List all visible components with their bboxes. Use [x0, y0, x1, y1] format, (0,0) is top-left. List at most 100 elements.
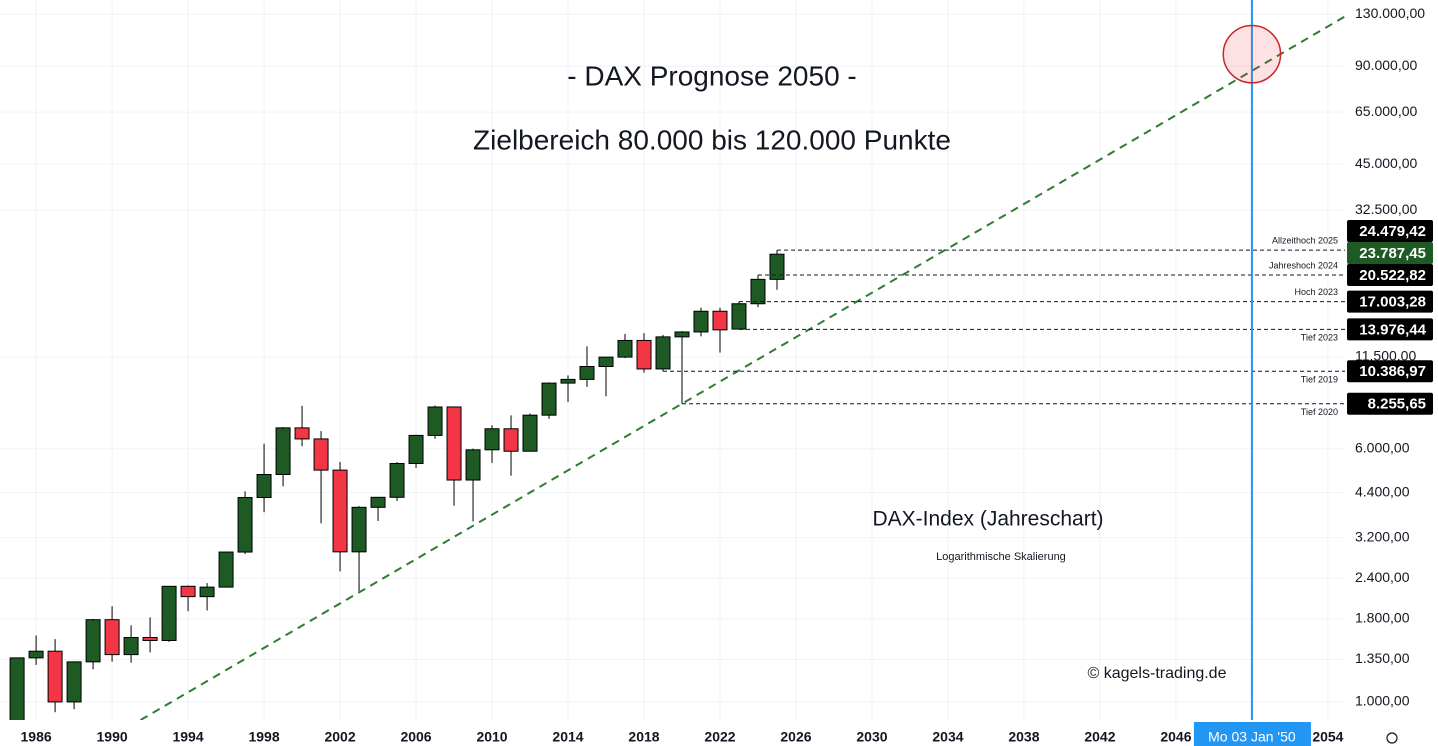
chart-subtitle: Zielbereich 80.000 bis 120.000 Punkte — [473, 124, 951, 155]
candle-body — [161, 585, 177, 641]
price-label: 24.479,42 — [1359, 223, 1426, 240]
candle-body — [370, 496, 386, 508]
target-zone — [1222, 24, 1282, 84]
y-tick-label: 45.000,00 — [1355, 155, 1417, 171]
price-label-box — [1347, 220, 1433, 243]
candle-body — [256, 474, 272, 499]
level-label: Tief 2019 — [1301, 375, 1338, 385]
chart-title: - DAX Prognose 2050 - — [567, 60, 857, 91]
x-tick-label: 2022 — [704, 729, 735, 745]
plot-area — [9, 15, 1345, 720]
annotation: Logarithmische Skalierung — [936, 551, 1066, 563]
candle-body — [750, 278, 766, 305]
candle-body — [218, 551, 234, 588]
trend-line — [140, 15, 1345, 720]
y-tick-label: 6.000,00 — [1355, 440, 1410, 456]
price-label-box — [1347, 242, 1433, 265]
x-tick-label: 2034 — [932, 729, 963, 745]
y-tick-label: 65.000,00 — [1355, 103, 1417, 119]
x-tick-label: 1998 — [248, 729, 279, 745]
candle-body — [598, 356, 614, 368]
level-label: Jahreshoch 2024 — [1269, 260, 1338, 270]
x-tick-label: 2002 — [324, 729, 355, 745]
level-label: Tief 2020 — [1301, 407, 1338, 417]
level-label: Hoch 2023 — [1294, 287, 1338, 297]
candle-body — [275, 427, 291, 476]
price-label: 17.003,28 — [1359, 294, 1426, 311]
price-label-box — [1347, 290, 1433, 313]
y-tick-label: 3.200,00 — [1355, 528, 1410, 544]
y-tick-label: 1.350,00 — [1355, 650, 1410, 666]
candle-body — [47, 650, 63, 703]
candle-body — [731, 303, 747, 330]
y-tick-label: 1.800,00 — [1355, 610, 1410, 626]
y-tick-label: 2.400,00 — [1355, 569, 1410, 585]
x-tick-label: 2018 — [628, 729, 659, 745]
annotation: DAX-Index (Jahreschart) — [872, 508, 1103, 531]
y-tick-label: 11.500,00 — [1355, 348, 1416, 364]
candle-body — [446, 406, 462, 481]
x-tick-label: 2030 — [856, 729, 887, 745]
y-tick-label: 4.400,00 — [1355, 483, 1410, 499]
price-label-box — [1347, 264, 1433, 287]
candle-body — [104, 619, 120, 656]
crosshair-label-box — [1193, 722, 1311, 746]
candle-body — [28, 650, 44, 659]
candle-body — [769, 253, 785, 280]
candle-body — [408, 434, 424, 464]
y-tick-label: 1.000,00 — [1355, 693, 1410, 709]
x-tick-label: 2026 — [780, 729, 811, 745]
price-label: 23.787,45 — [1359, 245, 1426, 262]
candle-body — [351, 506, 367, 553]
candle-body — [465, 449, 481, 481]
x-tick-label: 2014 — [552, 729, 583, 745]
x-tick-label: 2054 — [1312, 729, 1343, 745]
candle-body — [427, 406, 443, 436]
price-label-box — [1347, 318, 1433, 341]
y-tick-label: 32.500,00 — [1355, 201, 1417, 217]
candle-body — [389, 462, 405, 498]
candle-body — [199, 586, 215, 598]
candle-body — [9, 657, 25, 720]
grid — [0, 0, 1345, 720]
candle-body — [294, 427, 310, 440]
x-tick-label: 2046 — [1160, 729, 1191, 745]
x-tick-label: 2010 — [476, 729, 507, 745]
y-tick-label: 130.000,00 — [1355, 5, 1425, 21]
level-label: Tief 2023 — [1301, 333, 1338, 343]
crosshair-label: Mo 03 Jan '50 — [1208, 729, 1296, 745]
annotation: © kagels-trading.de — [1088, 665, 1227, 682]
candle-body — [579, 366, 595, 380]
x-tick-label: 1994 — [172, 729, 203, 745]
candle-body — [655, 336, 671, 370]
x-tick-label: 2006 — [400, 729, 431, 745]
overlay: - DAX Prognose 2050 - Zielbereich 80.000… — [21, 0, 1433, 746]
candle-body — [503, 428, 519, 452]
settings-icon[interactable] — [1386, 732, 1398, 744]
candle-body — [332, 469, 348, 553]
candle-body — [313, 438, 329, 471]
candle-body — [237, 497, 253, 553]
candle-body — [522, 414, 538, 452]
level-label: Allzeithoch 2025 — [1272, 236, 1338, 246]
candle-body — [674, 331, 690, 338]
candle-body — [560, 378, 576, 384]
candle-body — [142, 636, 158, 641]
price-label-box — [1347, 392, 1433, 415]
candle-body — [66, 661, 82, 703]
price-label: 8.255,65 — [1368, 396, 1426, 413]
y-tick-label: 90.000,00 — [1355, 57, 1417, 73]
candle-body — [85, 619, 101, 663]
candle-body — [180, 585, 196, 598]
candle-body — [712, 310, 728, 331]
candle-body — [541, 382, 557, 416]
x-tick-label: 1986 — [21, 729, 52, 745]
x-tick-label: 1990 — [97, 729, 128, 745]
x-tick-label: 2038 — [1008, 729, 1039, 745]
candle-body — [617, 339, 633, 358]
price-label-box — [1347, 360, 1433, 383]
price-label: 20.522,82 — [1359, 267, 1426, 284]
candle-body — [693, 310, 709, 333]
